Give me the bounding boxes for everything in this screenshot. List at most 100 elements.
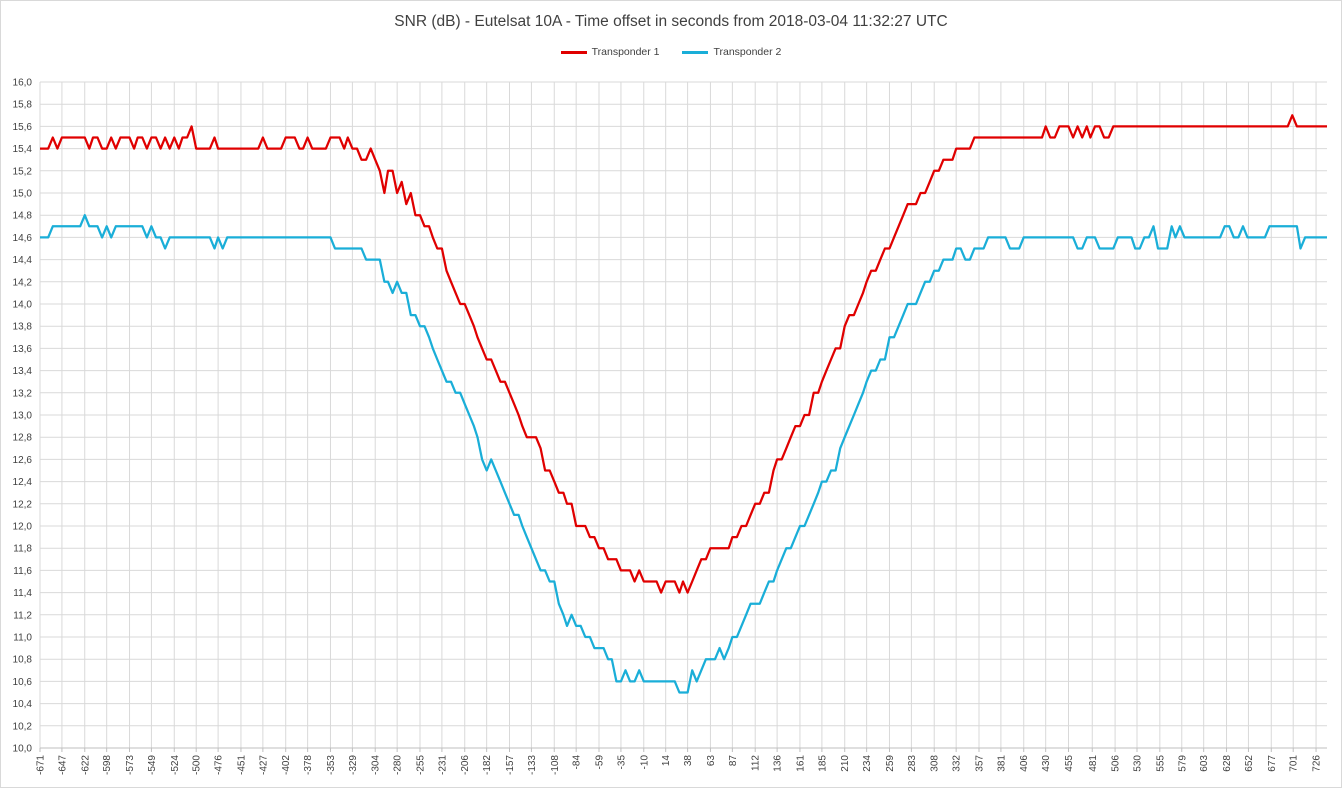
y-tick-label: 11,6: [13, 566, 32, 577]
x-tick-label: -304: [371, 755, 382, 775]
y-tick-label: 10,6: [13, 677, 33, 688]
x-tick-label: 259: [885, 755, 896, 772]
x-tick-label: 308: [930, 755, 941, 772]
y-tick-label: 16,0: [13, 78, 33, 89]
y-tick-label: 11,4: [13, 588, 32, 599]
x-tick-label: 87: [728, 755, 739, 767]
legend-entry-transponder-2: Transponder 2: [682, 46, 781, 58]
y-tick-label: 15,4: [13, 144, 33, 155]
x-tick-label: -671: [36, 755, 47, 775]
x-tick-label: 63: [706, 755, 717, 767]
x-tick-label: 481: [1088, 755, 1099, 772]
x-tick-label: 677: [1267, 755, 1278, 772]
x-tick-label: -206: [460, 755, 471, 775]
x-tick-label: 579: [1177, 755, 1188, 772]
x-tick-label: -353: [326, 755, 337, 775]
y-tick-label: 12,4: [13, 477, 33, 488]
x-tick-label: 112: [751, 755, 762, 771]
x-tick-label: -500: [192, 755, 203, 775]
x-tick-label: -231: [437, 755, 448, 775]
x-tick-label: -451: [236, 755, 247, 775]
x-tick-label: 726: [1312, 755, 1323, 772]
x-tick-label: 14: [661, 755, 672, 767]
y-tick-label: 15,6: [13, 122, 33, 133]
x-tick-label: -59: [595, 755, 606, 770]
legend-swatch-transponder-2: [682, 50, 709, 54]
x-tick-label: -280: [393, 755, 404, 775]
x-tick-label: 210: [840, 755, 851, 772]
y-tick-label: 14,4: [13, 255, 33, 266]
y-tick-label: 13,4: [13, 366, 33, 377]
y-tick-label: 13,6: [13, 344, 33, 355]
x-tick-label: 652: [1244, 755, 1255, 772]
series-line-transponder-2: [40, 214, 1327, 694]
y-tick-label: 12,0: [13, 522, 33, 533]
y-tick-label: 13,8: [13, 322, 33, 333]
x-tick-label: 357: [974, 755, 985, 772]
y-tick-label: 11,8: [13, 544, 32, 555]
x-tick-label: 406: [1019, 755, 1030, 772]
y-tick-label: 14,8: [13, 211, 33, 222]
x-tick-label: -133: [527, 755, 538, 775]
y-tick-label: 14,6: [13, 233, 33, 244]
y-tick-label: 14,0: [13, 300, 33, 311]
x-tick-label: -255: [415, 755, 426, 775]
y-tick-label: 12,2: [13, 499, 33, 510]
legend-label-transponder-1: Transponder 1: [591, 46, 660, 58]
x-tick-label: -622: [80, 755, 91, 775]
legend-label-transponder-2: Transponder 2: [713, 46, 782, 58]
x-tick-label: 701: [1289, 755, 1300, 772]
y-tick-label: 12,8: [13, 433, 33, 444]
x-tick-label: 283: [907, 755, 918, 772]
x-tick-label: 430: [1041, 755, 1052, 772]
y-tick-label: 15,0: [13, 189, 33, 200]
y-tick-label: 10,4: [13, 699, 33, 710]
x-tick-label: -108: [550, 755, 561, 775]
x-tick-label: -157: [505, 755, 516, 775]
axes: 10,0 10,2 10,4 10,6 10,8 11,0 11,2 11,4 11,6 11,8…: [13, 78, 1327, 775]
x-tick-label: 555: [1155, 755, 1166, 772]
y-tick-label: 11,2: [13, 610, 32, 621]
x-tick-label: -598: [102, 755, 113, 775]
x-tick-label: 628: [1222, 755, 1233, 772]
x-tick-label: -427: [258, 755, 269, 775]
y-tick-label: 15,8: [13, 100, 33, 111]
x-tick-label: 381: [996, 755, 1007, 772]
y-tick-label: 13,2: [13, 388, 33, 399]
x-tick-label: -35: [616, 755, 627, 770]
x-tick-label: -573: [125, 755, 136, 775]
x-tick-label: 161: [795, 755, 806, 772]
series-lines: [40, 114, 1327, 694]
x-tick-label: -402: [281, 755, 292, 775]
x-tick-label: 603: [1199, 755, 1210, 772]
x-tick-label: 136: [773, 755, 784, 772]
series-line-transponder-1: [40, 114, 1327, 594]
y-tick-label: 12,6: [13, 455, 33, 466]
x-tick-label: -182: [482, 755, 493, 775]
x-tick-label: 38: [683, 755, 694, 767]
x-tick-label: 332: [952, 755, 963, 772]
x-tick-label: 234: [862, 755, 873, 772]
gridlines: [39, 81, 1327, 749]
x-tick-label: -647: [57, 755, 68, 775]
y-tick-label: 10,8: [13, 655, 33, 666]
x-tick-label: -549: [147, 755, 158, 775]
x-tick-label: -476: [214, 755, 225, 775]
y-tick-label: 13,0: [13, 411, 33, 422]
legend-swatch-transponder-1: [560, 50, 587, 54]
y-tick-label: 15,2: [13, 166, 33, 177]
y-tick-label: 11,0: [13, 633, 32, 644]
chart-title: SNR (dB) - Eutelsat 10A - Time offset in…: [394, 13, 948, 30]
x-tick-label: -329: [348, 755, 359, 775]
x-tick-label: -378: [303, 755, 314, 775]
x-tick-label: 455: [1064, 755, 1075, 772]
legend: Transponder 1 Transponder 2: [0, 46, 1342, 58]
x-tick-label: -524: [170, 755, 181, 775]
x-tick-label: -84: [572, 755, 583, 770]
x-tick-label: 530: [1133, 755, 1144, 772]
x-tick-label: -10: [639, 755, 650, 770]
y-tick-label: 10,2: [13, 721, 33, 732]
x-tick-label: 185: [817, 755, 828, 772]
